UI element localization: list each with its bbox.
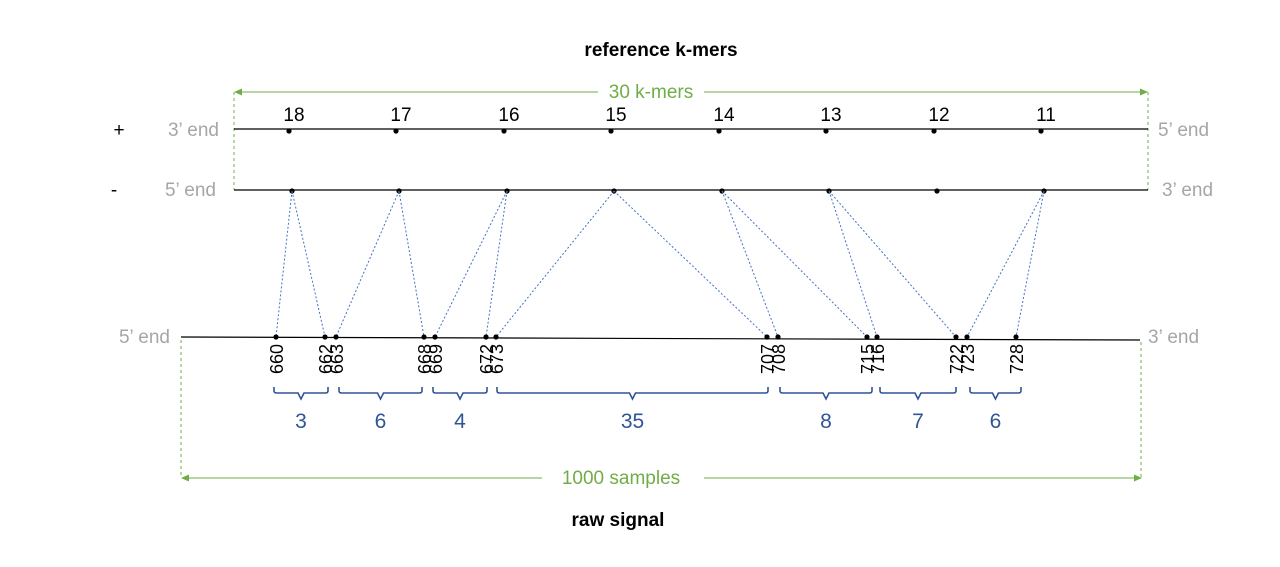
span-brace-1 [273,387,329,401]
span-count-5: 8 [820,410,832,433]
span-count-7: 6 [990,410,1002,433]
mapping-line-15-end [613,190,768,338]
kmer-label-14: 14 [713,105,735,126]
plus-kmer-dot-11 [1038,128,1044,134]
kmer-label-12: 12 [928,105,949,126]
span-brace-3 [432,387,488,401]
span-brace-5 [779,387,873,401]
sample-dot-663 [333,334,339,340]
mapping-line-16-start [434,190,508,338]
mapping-line-13-end [828,190,957,338]
sample-dot-722 [953,334,959,340]
span-brace-4 [496,387,769,401]
plus-kmer-dot-13 [823,128,829,134]
plus-strand-sign: + [113,120,124,141]
sample-dot-723 [964,334,970,340]
mapping-line-14-start [721,190,779,338]
sample-label-716: 716 [868,344,888,374]
sample-label-663: 663 [327,344,347,374]
sample-dot-716 [874,334,880,340]
mapping-line-17-end [398,190,425,338]
plus-kmer-dot-12 [931,128,937,134]
mapping-lines [275,190,1045,338]
sample-span-label: 1000 samples [562,468,680,489]
plus-kmer-dot-16 [501,128,507,134]
sample-label-707: 707 [758,344,778,374]
sample-label-673: 673 [487,344,507,374]
sample-dot-708 [775,334,781,340]
mapping-line-16-end [485,190,508,338]
span-braces: 3 6 4 35 8 7 6 [273,387,1022,433]
sample-dot-669 [432,334,438,340]
minus-strand-sign: - [111,180,117,201]
kmer-span-indicator: 30 k-mers [233,82,1149,190]
sample-label-669: 669 [426,344,446,374]
kmer-label-15: 15 [605,105,626,126]
sample-label-723: 723 [958,344,978,374]
span-count-1: 3 [295,410,307,433]
kmer-label-13: 13 [820,105,841,126]
mapping-line-17-start [335,190,400,338]
kmer-label-18: 18 [283,105,304,126]
kmer-label-16: 16 [498,105,519,126]
title-reference-kmers: reference k-mers [584,40,737,61]
sample-dot-715 [864,334,870,340]
kmer-span-label: 30 k-mers [609,82,693,103]
title-raw-signal: raw signal [572,510,665,531]
sample-label-672: 672 [477,344,497,374]
plus-strand: + 3’ end 5’ end 18 17 16 15 14 13 12 11 [113,105,1209,141]
sample-dot-728 [1013,334,1019,340]
mapping-line-14-end [721,190,868,338]
minus-strand: - 5’ end 3’ end [111,180,1213,201]
span-brace-6 [879,387,957,401]
sample-label-715: 715 [858,344,878,374]
sample-label-722: 722 [947,344,967,374]
plus-strand-right-end: 5’ end [1158,120,1209,141]
plus-kmer-dot-18 [286,128,292,134]
sample-label-660: 660 [267,344,287,374]
plus-strand-left-end: 3’ end [168,120,219,141]
plus-kmer-dot-17 [393,128,399,134]
minus-kmer-dot-12 [934,188,940,194]
mapping-line-11-start [966,190,1045,338]
mapping-line-11-end [1015,190,1045,338]
span-brace-7 [969,387,1022,401]
sample-dot-660 [273,334,279,340]
mapping-line-18-end [291,190,326,338]
sample-dot-662 [322,334,328,340]
mapping-line-15-start [495,190,615,338]
minus-strand-right-end: 3’ end [1162,180,1213,201]
plus-kmer-dot-14 [716,128,722,134]
sample-dot-672 [483,334,489,340]
sample-dot-673 [493,334,499,340]
span-brace-2 [338,387,423,401]
span-count-4: 35 [621,410,644,433]
sample-label-668: 668 [415,344,435,374]
span-count-2: 6 [375,410,387,433]
signal-strand-right-end: 3’ end [1148,327,1199,348]
minus-strand-left-end: 5’ end [165,180,216,201]
span-count-3: 4 [454,410,466,433]
signal-strand-left-end: 5’ end [119,327,170,348]
sample-label-728: 728 [1007,344,1027,374]
plus-kmer-dot-15 [608,128,614,134]
sample-label-708: 708 [769,344,789,374]
sample-span-indicator: 1000 samples [180,340,1142,489]
sample-dot-668 [421,334,427,340]
sample-dot-707 [764,334,770,340]
span-count-6: 7 [912,410,924,433]
mapping-line-13-start [828,190,878,338]
sample-label-662: 662 [316,344,336,374]
kmer-label-11: 11 [1036,105,1056,126]
mapping-line-18-start [275,190,293,338]
kmer-label-17: 17 [390,105,411,126]
